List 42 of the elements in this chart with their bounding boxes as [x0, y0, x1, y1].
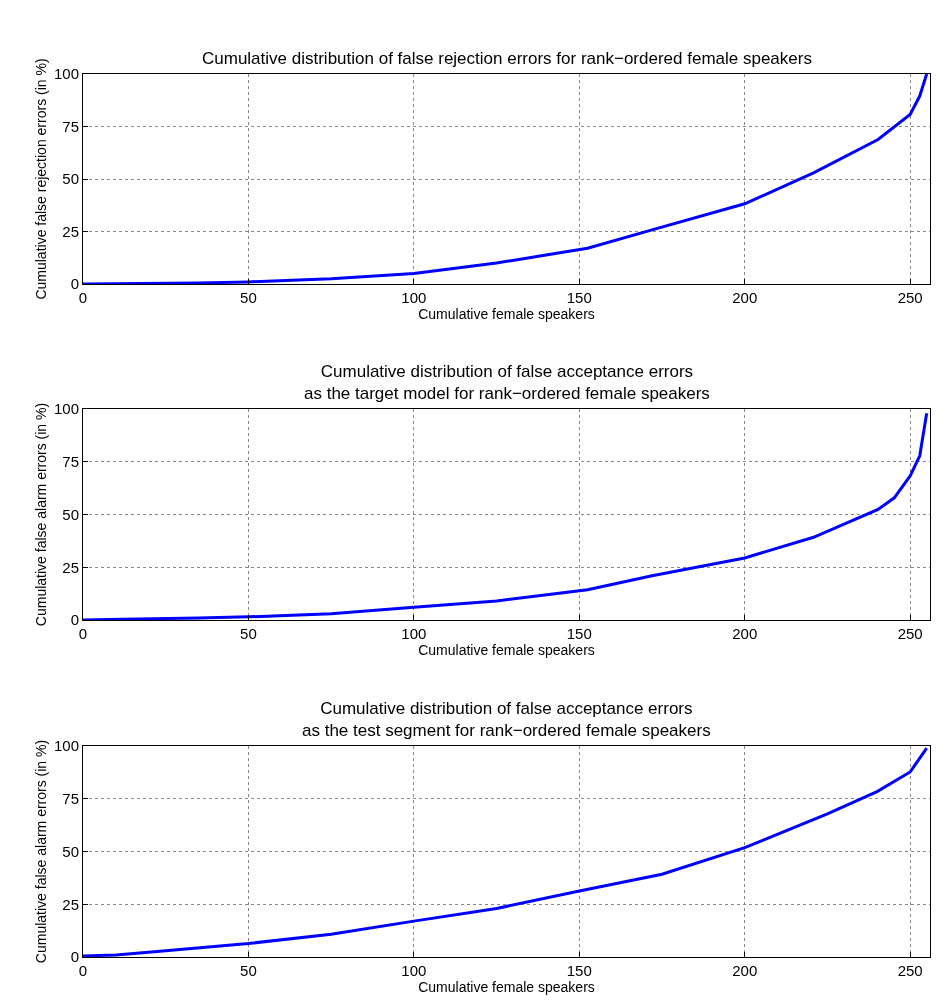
x-tick-label: 250 — [897, 962, 923, 979]
line-series — [83, 746, 929, 957]
y-tick-label: 75 — [62, 117, 79, 135]
y-tick-label: 0 — [70, 611, 79, 629]
y-tick-label: 50 — [62, 505, 79, 523]
y-axis-title: Cumulative false alarm errors (in %) — [32, 402, 49, 627]
y-tick-label: 50 — [62, 170, 79, 188]
x-tick-label: 150 — [566, 289, 592, 306]
y-axis-title: Cumulative false alarm errors (in %) — [32, 739, 49, 964]
y-axis-title: Cumulative false rejection errors (in %) — [32, 58, 49, 300]
x-tick-label: 200 — [732, 625, 758, 642]
y-tick-label: 75 — [62, 453, 79, 470]
x-axis-title: Cumulative female speakers — [418, 642, 595, 658]
y-tick-label: 25 — [62, 222, 79, 240]
line-series — [83, 74, 929, 284]
x-tick-label: 250 — [897, 625, 923, 642]
y-tick-label: 75 — [62, 790, 79, 807]
x-tick-label: 250 — [897, 289, 923, 306]
chart-title: Cumulative distribution of false rejection errors for rank−ordered female speakers — [202, 49, 812, 68]
y-tick-label: 25 — [62, 558, 79, 576]
line-series — [83, 411, 929, 620]
y-tick-label: 100 — [53, 65, 79, 83]
y-tick-label: 0 — [70, 948, 79, 966]
y-tick-label: 0 — [70, 275, 79, 293]
y-tick-label: 25 — [62, 895, 79, 913]
x-axis-title: Cumulative female speakers — [418, 306, 595, 322]
x-tick-label: 50 — [240, 962, 257, 979]
y-tick-label: 100 — [53, 400, 79, 418]
x-tick-label: 100 — [401, 625, 427, 642]
x-tick-label: 50 — [240, 625, 257, 642]
y-tick-label: 100 — [53, 737, 79, 755]
chart-title: Cumulative distribution of false acceptance errors as the target model for rank−ordered female speakers — [304, 362, 710, 404]
x-tick-label: 150 — [566, 625, 592, 642]
x-tick-label: 200 — [732, 962, 758, 979]
x-axis-title: Cumulative female speakers — [418, 979, 595, 995]
x-tick-label: 100 — [401, 962, 427, 979]
x-tick-label: 200 — [732, 289, 758, 306]
x-tick-label: 50 — [240, 289, 257, 306]
chart-title: Cumulative distribution of false acceptance errors as the test segment for rank−ordered female speakers — [302, 699, 711, 741]
x-tick-label: 100 — [401, 289, 427, 306]
y-tick-label: 50 — [62, 842, 79, 860]
x-tick-label: 150 — [566, 962, 592, 979]
